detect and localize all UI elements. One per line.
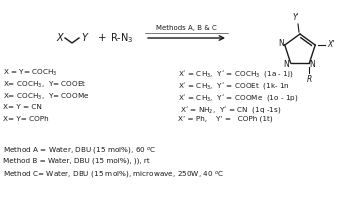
Text: +: + — [98, 33, 106, 43]
Text: N: N — [309, 60, 315, 69]
Text: X= Y = CN: X= Y = CN — [3, 104, 42, 110]
Text: Method C= Water, DBU (15 mol%), microwave, 250W, 40 $^o$C: Method C= Water, DBU (15 mol%), microwav… — [3, 170, 224, 181]
Text: X’ = CH$_3$,  Y’ = COCH$_3$  (1a - 1j): X’ = CH$_3$, Y’ = COCH$_3$ (1a - 1j) — [178, 68, 293, 79]
Text: R-N$_3$: R-N$_3$ — [110, 31, 134, 45]
Text: X': X' — [327, 40, 335, 49]
Text: X= COCH$_3$,  Y= COOMe: X= COCH$_3$, Y= COOMe — [3, 92, 90, 102]
Text: Methods A, B & C: Methods A, B & C — [156, 25, 217, 31]
Text: X’ = CH$_3$,  Y’ = COOMe  (1o - 1p): X’ = CH$_3$, Y’ = COOMe (1o - 1p) — [178, 92, 299, 103]
Text: Method A = Water, DBU (15 mol%), 60 $^o$C: Method A = Water, DBU (15 mol%), 60 $^o$… — [3, 146, 156, 157]
Text: N: N — [278, 39, 284, 48]
Text: R: R — [307, 75, 312, 84]
Text: X= Y= COPh: X= Y= COPh — [3, 116, 48, 122]
Text: X’ = Ph,    Y’ =   COPh (1t): X’ = Ph, Y’ = COPh (1t) — [178, 116, 273, 123]
Text: X: X — [57, 33, 63, 43]
Text: Y': Y' — [293, 13, 299, 22]
Text: Y: Y — [81, 33, 87, 43]
Text: Method B = Water, DBU (15 mol%), )), rt: Method B = Water, DBU (15 mol%), )), rt — [3, 158, 150, 165]
Text: X = Y= COCH$_3$: X = Y= COCH$_3$ — [3, 68, 58, 78]
Text: N: N — [284, 60, 290, 69]
Text: X’ = CH$_3$,  Y’ = COOEt  (1k- 1n: X’ = CH$_3$, Y’ = COOEt (1k- 1n — [178, 80, 290, 91]
Text: X’ = NH$_2$,  Y’ = CN  (1q -1s): X’ = NH$_2$, Y’ = CN (1q -1s) — [178, 104, 281, 115]
Text: X= COCH$_3$,  Y= COOEt: X= COCH$_3$, Y= COOEt — [3, 80, 87, 90]
